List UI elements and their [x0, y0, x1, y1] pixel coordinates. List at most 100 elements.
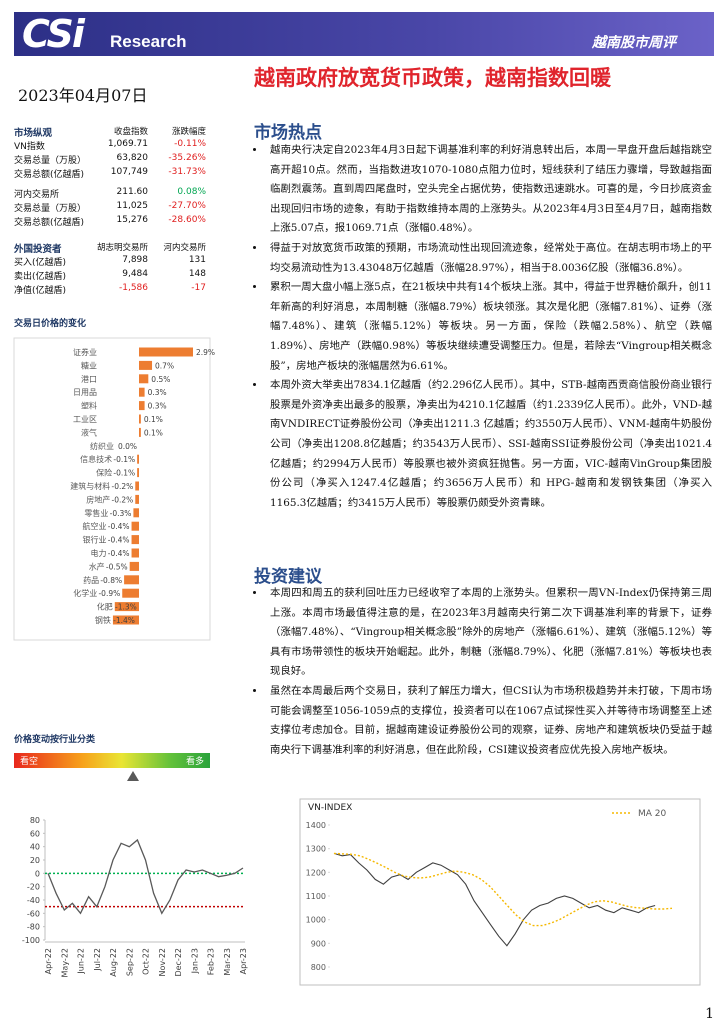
chart-title: VN-INDEX: [308, 803, 352, 813]
bar: [114, 602, 139, 612]
value-label: -0.9%: [98, 589, 120, 598]
y-tick-label: -60: [27, 909, 40, 918]
table-cell: -27.70%: [168, 201, 206, 211]
x-tick-label: Feb-23: [207, 948, 216, 975]
table-cell: 11,025: [116, 201, 149, 211]
table-cell: 收盘指数: [113, 127, 148, 137]
table-row: VN指数 1,069.71 -0.11%: [14, 138, 206, 152]
category-label: 糖业: [81, 360, 97, 370]
category-label: 钢铁: [95, 615, 111, 625]
report-title: 越南政府放宽货币政策，越南指数回暖: [254, 66, 611, 90]
x-tick-label: Oct-22: [142, 948, 151, 975]
table-row: 买入(亿越盾) 7,898 131: [14, 254, 206, 268]
value-label: -0.1%: [113, 469, 135, 478]
bar: [139, 387, 145, 397]
value-label: -0.1%: [113, 455, 135, 464]
sentiment-gauge: 看空 看多: [14, 753, 210, 768]
category-label: 化学业: [73, 588, 97, 598]
value-label: -0.4%: [108, 549, 130, 558]
table-cell: VN指数: [14, 142, 45, 152]
table-row: 市场纵观 收盘指数 涨跌幅度: [14, 124, 206, 139]
y-tick-label: 60: [30, 829, 40, 838]
table-cell: -28.60%: [168, 215, 206, 225]
bullet-list: 越南央行决定自2023年4月3日起下调基准利率的利好消息转出后，本周一早盘开盘后…: [254, 141, 712, 513]
bear-label: 看空: [20, 757, 39, 767]
x-tick-label: Jun-22: [77, 948, 86, 975]
section-heading: 市场热点: [254, 123, 322, 143]
x-tick-label: Apr-23: [239, 948, 248, 974]
header-banner: CSi Research 越南股市周评: [14, 12, 714, 56]
category-label: 航空业: [83, 521, 107, 531]
value-label: -0.2%: [112, 482, 134, 491]
x-tick-label: Apr-22: [44, 948, 53, 974]
y-tick-label: 1400: [306, 821, 326, 830]
y-tick-label: 20: [30, 856, 40, 865]
y-tick-label: -40: [27, 896, 40, 905]
table-cell: 交易总量（万股）: [14, 204, 87, 214]
brand: Research: [110, 32, 187, 51]
category-label: 药品: [83, 575, 99, 585]
table-row: 净值(亿越盾) -1,586 -17: [14, 282, 206, 296]
bullet: 虽然在本周最后两个交易日，获利了解压力增大，但CSI认为市场积极趋势并未打破，下…: [266, 682, 712, 760]
category-label: 化肥: [97, 602, 113, 612]
category-label: 房地产: [86, 494, 110, 504]
value-label: 0.1%: [144, 415, 163, 424]
market-table: 市场纵观 收盘指数 涨跌幅度 VN指数 1,069.71 -0.11% 交易总量（万股） 63…: [14, 124, 206, 228]
category-label: 日用品: [73, 388, 97, 397]
y-tick-label: 900: [311, 939, 326, 948]
table-cell: 交易总量（万股）: [14, 156, 87, 166]
table-cell: -1,586: [118, 283, 148, 293]
x-tick-label: Dec-22: [174, 948, 183, 977]
bar: [139, 427, 141, 437]
value-label: 0.3%: [148, 402, 167, 411]
value-label: 0.1%: [144, 428, 163, 437]
bar: [137, 454, 139, 464]
bar: [131, 535, 139, 545]
table-row: 河内交易所 211.60 0.08%: [14, 186, 206, 200]
chart-title: 交易日价格的变化: [14, 319, 87, 329]
table-cell: 211.60: [116, 187, 149, 197]
bar: [137, 468, 139, 478]
table-row: 交易总额(亿越盾) 107,749 -31.73%: [14, 166, 206, 180]
y-tick-label: 1100: [306, 892, 326, 901]
y-tick-label: 80: [30, 816, 40, 825]
y-tick-label: 800: [311, 963, 326, 972]
bar: [135, 481, 139, 491]
category-label: 工业区: [73, 414, 97, 424]
bullet: 得益于对放宽货币政策的预期，市场流动性出现回流迹象，经常处于高位。在胡志明市场上…: [266, 239, 712, 278]
table-cell: -0.11%: [174, 139, 206, 149]
table-cell: 148: [188, 269, 206, 279]
value-label: 0.3%: [148, 388, 167, 397]
table-cell: 0.08%: [177, 187, 206, 197]
section-heading: 投资建议: [254, 567, 322, 587]
table-row: 外国投资者 胡志明交易所 河内交易所: [14, 240, 206, 255]
report-date: 2023年04月07日: [18, 86, 148, 105]
table-cell: 河内交易所: [14, 190, 60, 200]
table-cell: 107,749: [110, 167, 148, 177]
table-cell: 7,898: [122, 255, 148, 265]
x-tick-label: Nov-22: [158, 948, 167, 976]
x-tick-label: Jan-23: [190, 948, 199, 974]
table-cell: 外国投资者: [14, 244, 62, 255]
y-tick-label: 1000: [306, 916, 326, 925]
bar: [139, 360, 153, 370]
category-label: 电力: [91, 548, 107, 558]
bar: [129, 561, 139, 571]
bullet-list: 本周四和周五的获利回吐压力已经收窄了本周的上涨势头。但累积一周VN-Index仍…: [254, 584, 712, 760]
x-tick-label: Mar-23: [223, 948, 232, 976]
value-label: -1.4%: [113, 616, 135, 625]
bar: [139, 347, 193, 357]
y-tick-label: 0: [35, 869, 40, 878]
value-label: -0.4%: [108, 522, 130, 531]
bullet: 本周四和周五的获利回吐压力已经收窄了本周的上涨势头。但累积一周VN-Index仍…: [266, 584, 712, 682]
table-cell: 9,484: [122, 269, 148, 279]
category-label: 证券业: [73, 347, 97, 357]
value-label: -1.3%: [115, 603, 137, 612]
value-label: -0.5%: [106, 562, 128, 571]
value-label: -0.2%: [112, 495, 134, 504]
value-label: -0.8%: [100, 576, 122, 585]
table-cell: -35.26%: [168, 153, 206, 163]
gauge-marker: [127, 771, 139, 781]
bullet: 累积一周大盘小幅上涨5点，在21板块中共有14个板块上涨。其中，得益于世界糖价飙…: [266, 278, 712, 376]
bar: [131, 521, 139, 531]
